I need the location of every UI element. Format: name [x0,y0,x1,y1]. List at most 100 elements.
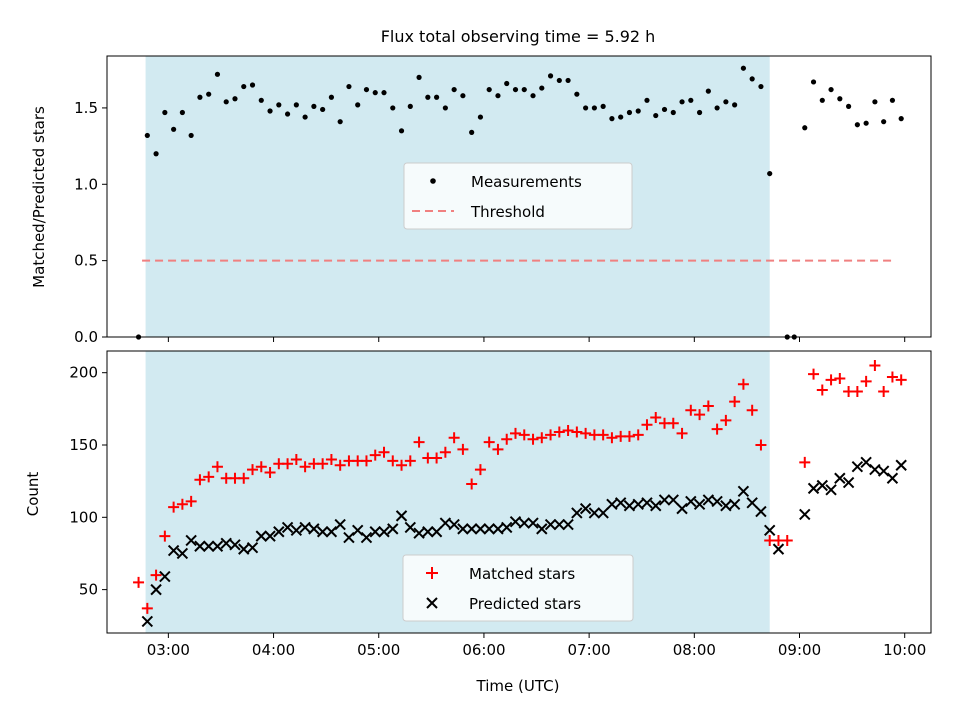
predicted-star-point [772,543,785,555]
predicted-star-point [746,497,758,509]
predicted-star-point [255,530,267,542]
predicted-star-point [141,615,154,628]
predicted-star-point [869,463,881,476]
legend-matched-label: Matched stars [469,565,575,583]
predicted-star-point [527,517,539,529]
chart-title: Flux total observing time = 5.92 h [381,27,656,46]
measurement-point [241,83,247,90]
matched-star-point [702,400,714,412]
y-tick-label: 1.0 [74,175,98,193]
matched-star-point [895,374,907,386]
measurement-point [574,91,580,97]
measurement-point [381,90,387,96]
matched-star-point [632,429,644,441]
predicted-star-point [728,498,741,510]
measurement-point [258,97,264,103]
predicted-star-point [614,497,627,509]
matched-star-point [650,412,662,424]
predicted-star-point [238,543,250,555]
measurements-series [135,65,904,340]
predicted-star-point [211,540,224,552]
top-panel: 0.0 0.5 1.0 1.5 Matched/Predicted stars Mea… [30,55,932,346]
measurement-point [144,132,150,139]
measurement-point [688,97,694,103]
measurement-point [521,86,527,93]
measurement-point [696,109,703,116]
x-tick-label: 05:00 [357,641,400,659]
measurement-point [723,99,729,105]
legend-threshold-label: Threshold [470,203,545,221]
predicted-star-point [360,531,373,544]
measurement-point [732,102,738,108]
measurement-point [267,108,273,114]
predicted-star-point [413,527,425,539]
measurement-point [162,109,168,116]
measurement-point [363,86,370,93]
matched-star-point [457,443,469,455]
measurement-point [846,103,852,109]
measurement-point [635,108,641,114]
matched-star-point [133,576,145,588]
matched-star-point [492,443,504,455]
predicted-star-point [343,531,355,544]
predicted-star-point [246,541,259,554]
predicted-star-point [430,526,443,538]
measurement-point [556,77,562,84]
measurement-point [758,83,764,90]
predicted-star-point [597,507,609,519]
measurement-point [828,86,834,93]
top-y-axis-label: Matched/Predicted stars [30,106,48,288]
matched-star-point [562,425,574,437]
x-tick-label: 03:00 [147,641,190,659]
predicted-star-point [799,508,811,521]
measurement-point [477,114,484,120]
matched-star-point [159,530,171,542]
measurement-point [197,94,203,100]
measurement-point [854,122,860,128]
bottom-y-axis-label: Count [24,472,42,517]
measurement-point [390,105,396,111]
matched-star-point [571,426,583,438]
matched-star-point [536,432,548,444]
predicted-star-point [150,583,162,596]
matched-star-point [676,427,688,439]
matched-star-point [369,449,381,461]
measurement-point [355,102,361,108]
matched-star-point [553,426,565,438]
matched-star-point [317,458,329,470]
measurement-point [626,109,633,116]
matched-star-point [185,495,197,507]
measurement-point [547,73,554,79]
y-tick-label: 0.5 [74,252,98,270]
measurement-point [460,93,466,99]
predicted-star-point [860,456,872,469]
matched-star-point [282,458,294,470]
y-tick-label: 200 [69,364,98,382]
matched-star-point [299,461,311,473]
predicted-star-point [886,472,899,484]
predicted-star-point [562,518,574,531]
matched-star-point [396,459,408,471]
matched-star-point [378,446,390,458]
predicted-star-point [422,526,434,538]
matched-star-point [878,385,890,397]
matched-star-point [869,359,881,371]
matched-star-point [168,501,180,513]
predicted-star-point [807,482,820,495]
legend-matched-marker [426,567,438,579]
matched-star-point [203,471,215,483]
matched-star-point [255,461,267,473]
matched-star-point [746,404,758,416]
predicted-star-point [667,494,679,506]
bottom-legend-box [402,554,634,622]
top-legend-box [403,162,633,230]
matched-star-point [816,384,828,396]
predicted-star-point [474,523,487,535]
measurement-point [565,77,571,84]
measurement-point [819,97,825,103]
bottom-panel: 03:00 04:00 05:00 06:00 07:00 08:00 09:00 10:00… [24,350,932,695]
measurement-point [372,90,378,96]
legend-predicted-marker [426,597,438,609]
predicted-star-point [457,523,469,535]
predicted-star-point [877,465,890,477]
